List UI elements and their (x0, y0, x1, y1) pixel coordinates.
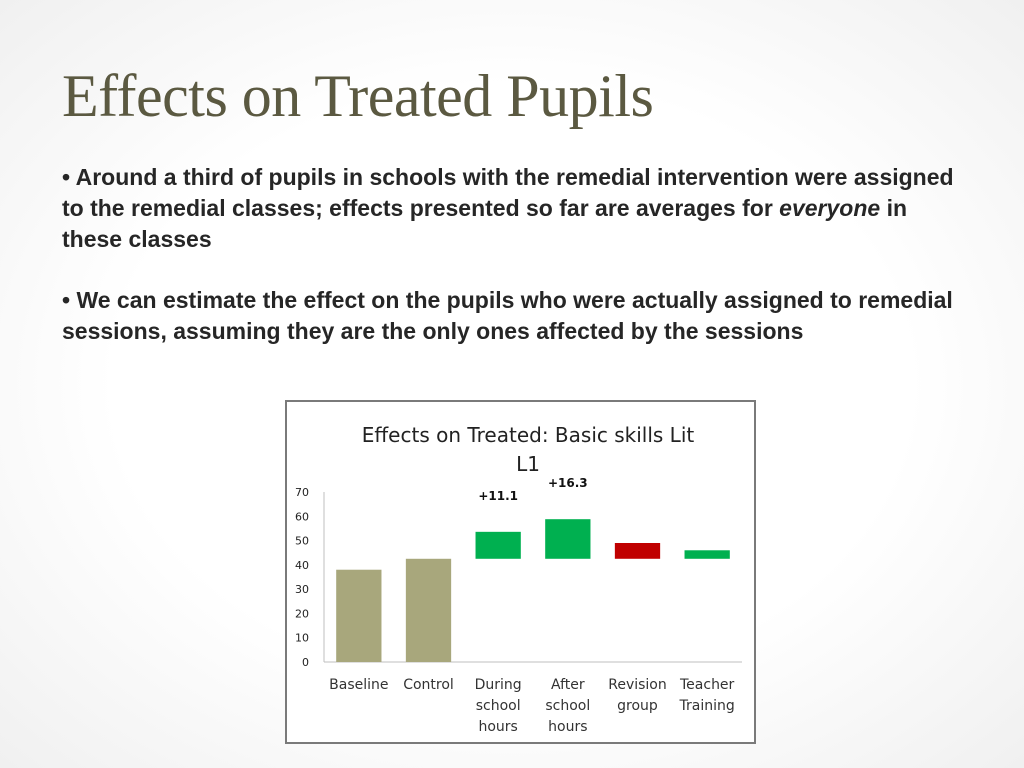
y-tick-label: 50 (295, 535, 309, 548)
y-tick-label: 60 (295, 510, 309, 523)
y-tick-label: 40 (295, 559, 309, 572)
bar-1 (405, 558, 452, 662)
data-label: +16.3 (548, 476, 588, 490)
bullet-1-text: Around a third of pupils in schools with… (62, 164, 954, 221)
bullet-1-text-end: in these classes (62, 195, 908, 252)
bullet-2-text: We can estimate the effect on the pupils… (62, 287, 953, 344)
x-tick-label: Teacher (679, 677, 735, 693)
x-tick-label: Control (403, 677, 454, 693)
chart-title: Effects on Treated: Basic skills Lit (362, 423, 695, 447)
bullet-point-2: • We can estimate the effect on the pupi… (62, 285, 962, 347)
x-tick-label: During (475, 677, 522, 693)
chart-svg: Effects on Treated: Basic skills Lit L1 0 1… (295, 423, 742, 735)
bullet-1-emphasis: everyone (779, 195, 881, 221)
x-tick-label: group (617, 698, 658, 714)
y-tick-label: 10 (295, 632, 309, 645)
bar-4 (614, 543, 661, 559)
bar-0 (336, 569, 382, 662)
x-tick-label: hours (478, 719, 517, 735)
bar-5 (684, 550, 730, 559)
bullet-marker: • (62, 287, 71, 313)
x-tick-label: After (551, 677, 585, 693)
x-tick-label: Baseline (329, 677, 388, 693)
slide-title: Effects on Treated Pupils (62, 63, 654, 129)
chart-title: L1 (516, 452, 540, 476)
x-tick-label: school (476, 698, 521, 714)
y-tick-label: 20 (295, 607, 309, 620)
y-tick-label: 70 (295, 486, 309, 499)
bar-2 (475, 531, 521, 559)
y-tick-label: 30 (295, 583, 309, 596)
bullet-marker: • (62, 164, 71, 190)
x-tick-label: Training (679, 698, 735, 714)
bullet-point-1: • Around a third of pupils in schools wi… (62, 162, 962, 255)
x-tick-label: Revision (608, 677, 667, 693)
bar-3 (545, 519, 591, 559)
chart-frame: Effects on Treated: Basic skills Lit L1 0 1… (285, 400, 756, 744)
x-tick-label: school (545, 698, 590, 714)
y-tick-label: 0 (302, 656, 309, 669)
data-label: +11.1 (478, 489, 518, 503)
x-tick-label: hours (548, 719, 587, 735)
